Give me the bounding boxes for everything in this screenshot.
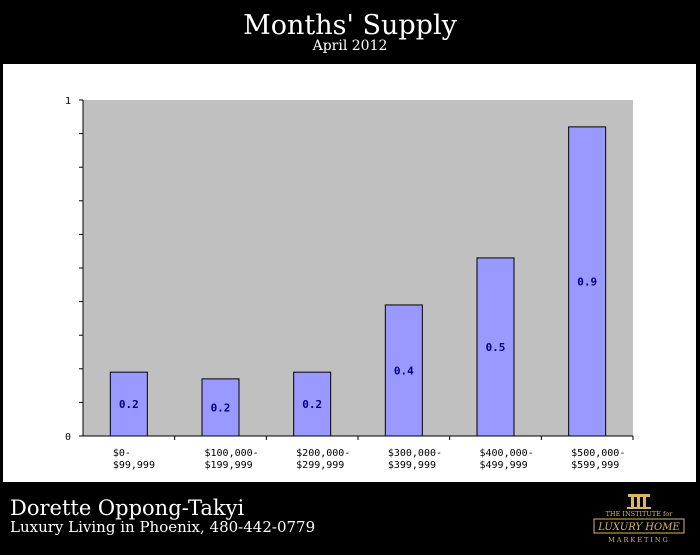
x-tick-label: $0-	[113, 448, 131, 459]
data-label: 0.2	[302, 398, 322, 411]
plot-area	[83, 100, 633, 436]
agent-info: Luxury Living in Phoenix, 480-442-0779	[10, 518, 316, 536]
data-label: 0.5	[486, 341, 506, 354]
bar	[384, 304, 423, 437]
bar	[109, 371, 148, 437]
header: Months' Supply April 2012	[0, 0, 700, 64]
agent-name: Dorette Oppong-Takyi	[10, 496, 245, 520]
x-tick-label: $199,999	[205, 460, 253, 471]
bar	[476, 257, 515, 437]
data-label: 0.2	[211, 401, 231, 414]
bar-chart: 0 1 0.2 $0-$99,999 0.2 $100,000-$199,999 0.2 $2…	[65, 96, 634, 471]
data-label: 0.4	[394, 364, 414, 377]
x-tick-label: $300,000-	[388, 448, 442, 459]
data-label: 0.2	[119, 398, 139, 411]
data-label: 0.9	[577, 275, 597, 288]
logo-line2: LUXURY HOME	[597, 522, 680, 533]
y-tick-label: 0	[65, 432, 71, 443]
y-tick-label: 1	[65, 96, 71, 107]
chart-panel: 0 1 0.2 $0- $99,999 0.2 $100,000- $199,999 0.2 $2…	[3, 64, 696, 482]
x-tick-label: $200,000-	[296, 448, 350, 459]
x-tick-label: $100,000-	[205, 448, 259, 459]
chart-title: Months' Supply	[243, 10, 457, 41]
x-tick-label: $99,999	[113, 460, 155, 471]
x-tick-label: $499,999	[480, 460, 528, 471]
x-tick-label: $500,000-	[571, 448, 625, 459]
x-tick-label: $400,000-	[480, 448, 534, 459]
institute-logo: THE INSTITUTE for LUXURY HOME MARKETING	[593, 494, 685, 544]
x-tick-label: $599,999	[571, 460, 619, 471]
logo-line3: MARKETING	[608, 536, 670, 544]
chart-subtitle: April 2012	[312, 38, 388, 54]
logo-line1: THE INSTITUTE for	[606, 510, 674, 518]
bar	[293, 371, 332, 437]
column-icon	[627, 494, 651, 509]
bar	[568, 126, 607, 437]
x-tick-label: $299,999	[296, 460, 344, 471]
bar	[201, 378, 240, 437]
x-tick-label: $399,999	[388, 460, 436, 471]
